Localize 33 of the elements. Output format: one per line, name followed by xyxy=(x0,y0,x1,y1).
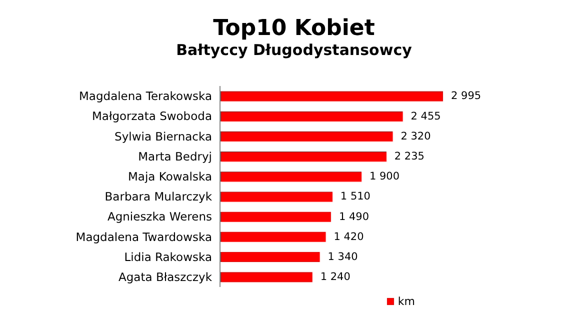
chart-subtitle: Bałtyccy Długodystansowcy xyxy=(175,41,413,59)
chart-title: Top10 Kobiet xyxy=(212,15,376,41)
y-tick-label: Barbara Mularczyk xyxy=(104,190,212,204)
data-label: 2 320 xyxy=(400,130,431,142)
y-tick-label: Marta Bedryj xyxy=(138,149,212,164)
data-label: 1 240 xyxy=(320,271,350,284)
data-label: 1 340 xyxy=(328,251,358,264)
y-tick-label: Maja Kowalska xyxy=(128,170,212,184)
data-label: 1 900 xyxy=(369,170,400,183)
y-tick-label: Magdalena Terakowska xyxy=(79,89,212,104)
bar xyxy=(220,111,403,122)
bar xyxy=(220,91,443,102)
bar xyxy=(220,212,331,222)
bar xyxy=(220,192,332,202)
legend-label: km xyxy=(398,295,415,308)
data-label: 1 510 xyxy=(340,190,370,203)
bar xyxy=(220,152,386,162)
bar xyxy=(220,232,326,242)
data-label: 2 235 xyxy=(394,150,424,163)
y-tick-label: Magdalena Twardowska xyxy=(76,230,212,244)
bar xyxy=(220,252,320,262)
y-tick-label: Agata Błaszczyk xyxy=(118,270,212,284)
y-tick-label: Małgorzata Swoboda xyxy=(92,109,212,124)
y-tick-label: Sylwia Biernacka xyxy=(114,129,212,144)
y-tick-label: Agnieszka Werens xyxy=(107,210,212,224)
data-label: 1 490 xyxy=(338,210,370,223)
bar xyxy=(220,172,362,182)
y-tick-label: Lidia Rakowska xyxy=(124,250,212,264)
bar xyxy=(220,272,312,282)
data-label: 1 420 xyxy=(334,230,364,243)
data-label: 2 455 xyxy=(410,110,441,122)
bar xyxy=(220,131,393,142)
data-label: 2 995 xyxy=(451,90,482,102)
